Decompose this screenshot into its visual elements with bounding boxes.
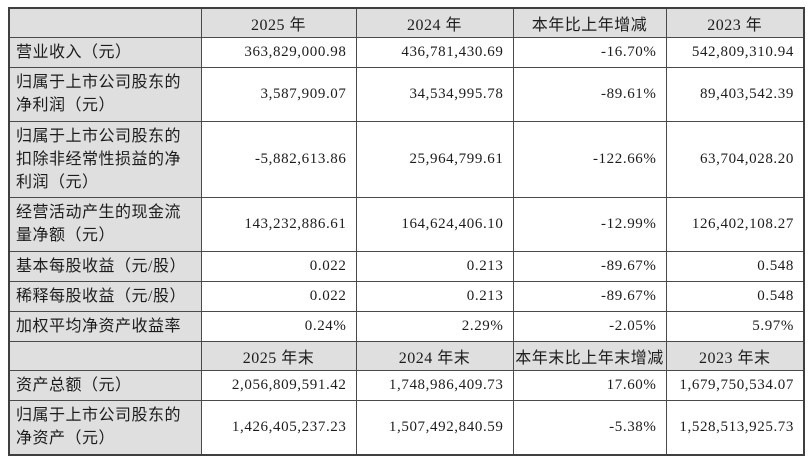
value-2023: 126,402,108.27 [665, 197, 805, 252]
header-year-2023: 2023 年 [665, 7, 805, 38]
value-2024: 1,748,986,409.73 [355, 370, 514, 402]
value-2025: 2,056,809,591.42 [200, 370, 357, 402]
header-year-2024: 2024 年 [355, 7, 514, 38]
header-yoy-change: 本年比上年增减 [512, 7, 667, 38]
header-year-end-2024: 2024 年末 [355, 341, 514, 372]
header-empty-cell [8, 341, 202, 372]
value-2023: 63,704,028.20 [665, 120, 805, 199]
value-2024: 25,964,799.61 [355, 120, 514, 199]
row-label: 基本每股收益（元/股） [8, 250, 202, 282]
table-header-annual: 2025 年 2024 年 本年比上年增减 2023 年 [8, 7, 805, 38]
row-basic-eps: 基本每股收益（元/股） 0.022 0.213 -89.67% 0.548 [8, 250, 805, 282]
row-label: 归属于上市公司股东的净利润（元） [8, 67, 202, 122]
value-2023: 5.97% [665, 310, 805, 343]
row-label: 稀释每股收益（元/股） [8, 280, 202, 312]
value-change: -89.61% [512, 67, 667, 122]
row-label: 归属于上市公司股东的扣除非经常性损益的净利润（元） [8, 120, 202, 199]
value-2023: 0.548 [665, 250, 805, 282]
value-change: -16.70% [512, 36, 667, 69]
value-change: -89.67% [512, 250, 667, 282]
header-year-end-2025: 2025 年末 [200, 341, 357, 372]
value-2023: 1,528,513,925.73 [665, 400, 805, 456]
value-2025: 0.022 [200, 250, 357, 282]
value-2024: 436,781,430.69 [355, 36, 514, 69]
header-empty-cell [8, 7, 202, 38]
value-2024: 164,624,406.10 [355, 197, 514, 252]
financial-report-page: 2025 年 2024 年 本年比上年增减 2023 年 营业收入（元） 363… [8, 7, 805, 456]
value-change: -12.99% [512, 197, 667, 252]
value-change: -122.66% [512, 120, 667, 199]
value-2024: 0.213 [355, 280, 514, 312]
value-2025: 0.24% [200, 310, 357, 343]
row-operating-revenue: 营业收入（元） 363,829,000.98 436,781,430.69 -1… [8, 36, 805, 69]
value-2024: 34,534,995.78 [355, 67, 514, 122]
header-year-2025: 2025 年 [200, 7, 357, 38]
value-change: 17.60% [512, 370, 667, 402]
value-2025: -5,882,613.86 [200, 120, 357, 199]
row-label: 营业收入（元） [8, 36, 202, 69]
value-2023: 1,679,750,534.07 [665, 370, 805, 402]
value-2025: 363,829,000.98 [200, 36, 357, 69]
value-change: -89.67% [512, 280, 667, 312]
value-2023: 89,403,542.39 [665, 67, 805, 122]
row-label: 加权平均净资产收益率 [8, 310, 202, 343]
row-weighted-avg-roe: 加权平均净资产收益率 0.24% 2.29% -2.05% 5.97% [8, 310, 805, 343]
value-change: -5.38% [512, 400, 667, 456]
row-operating-cash-flow: 经营活动产生的现金流量净额（元） 143,232,886.61 164,624,… [8, 197, 805, 252]
key-financials-table: 2025 年 2024 年 本年比上年增减 2023 年 营业收入（元） 363… [8, 7, 805, 456]
row-net-profit-attributable: 归属于上市公司股东的净利润（元） 3,587,909.07 34,534,995… [8, 67, 805, 122]
value-2024: 2.29% [355, 310, 514, 343]
header-year-end-2023: 2023 年末 [665, 341, 805, 372]
row-total-assets: 资产总额（元） 2,056,809,591.42 1,748,986,409.7… [8, 370, 805, 402]
value-2023: 0.548 [665, 280, 805, 312]
value-2024: 0.213 [355, 250, 514, 282]
value-2025: 143,232,886.61 [200, 197, 357, 252]
row-label: 经营活动产生的现金流量净额（元） [8, 197, 202, 252]
value-2025: 3,587,909.07 [200, 67, 357, 122]
value-2023: 542,809,310.94 [665, 36, 805, 69]
value-2024: 1,507,492,840.59 [355, 400, 514, 456]
row-label: 资产总额（元） [8, 370, 202, 402]
value-2025: 0.022 [200, 280, 357, 312]
value-2025: 1,426,405,237.23 [200, 400, 357, 456]
row-diluted-eps: 稀释每股收益（元/股） 0.022 0.213 -89.67% 0.548 [8, 280, 805, 312]
table-header-year-end: 2025 年末 2024 年末 本年末比上年末增减 2023 年末 [8, 341, 805, 372]
row-net-assets-attributable: 归属于上市公司股东的净资产（元） 1,426,405,237.23 1,507,… [8, 400, 805, 456]
value-change: -2.05% [512, 310, 667, 343]
row-label: 归属于上市公司股东的净资产（元） [8, 400, 202, 456]
header-year-end-change: 本年末比上年末增减 [512, 341, 667, 372]
row-net-profit-excl-nonrecurring: 归属于上市公司股东的扣除非经常性损益的净利润（元） -5,882,613.86 … [8, 120, 805, 199]
